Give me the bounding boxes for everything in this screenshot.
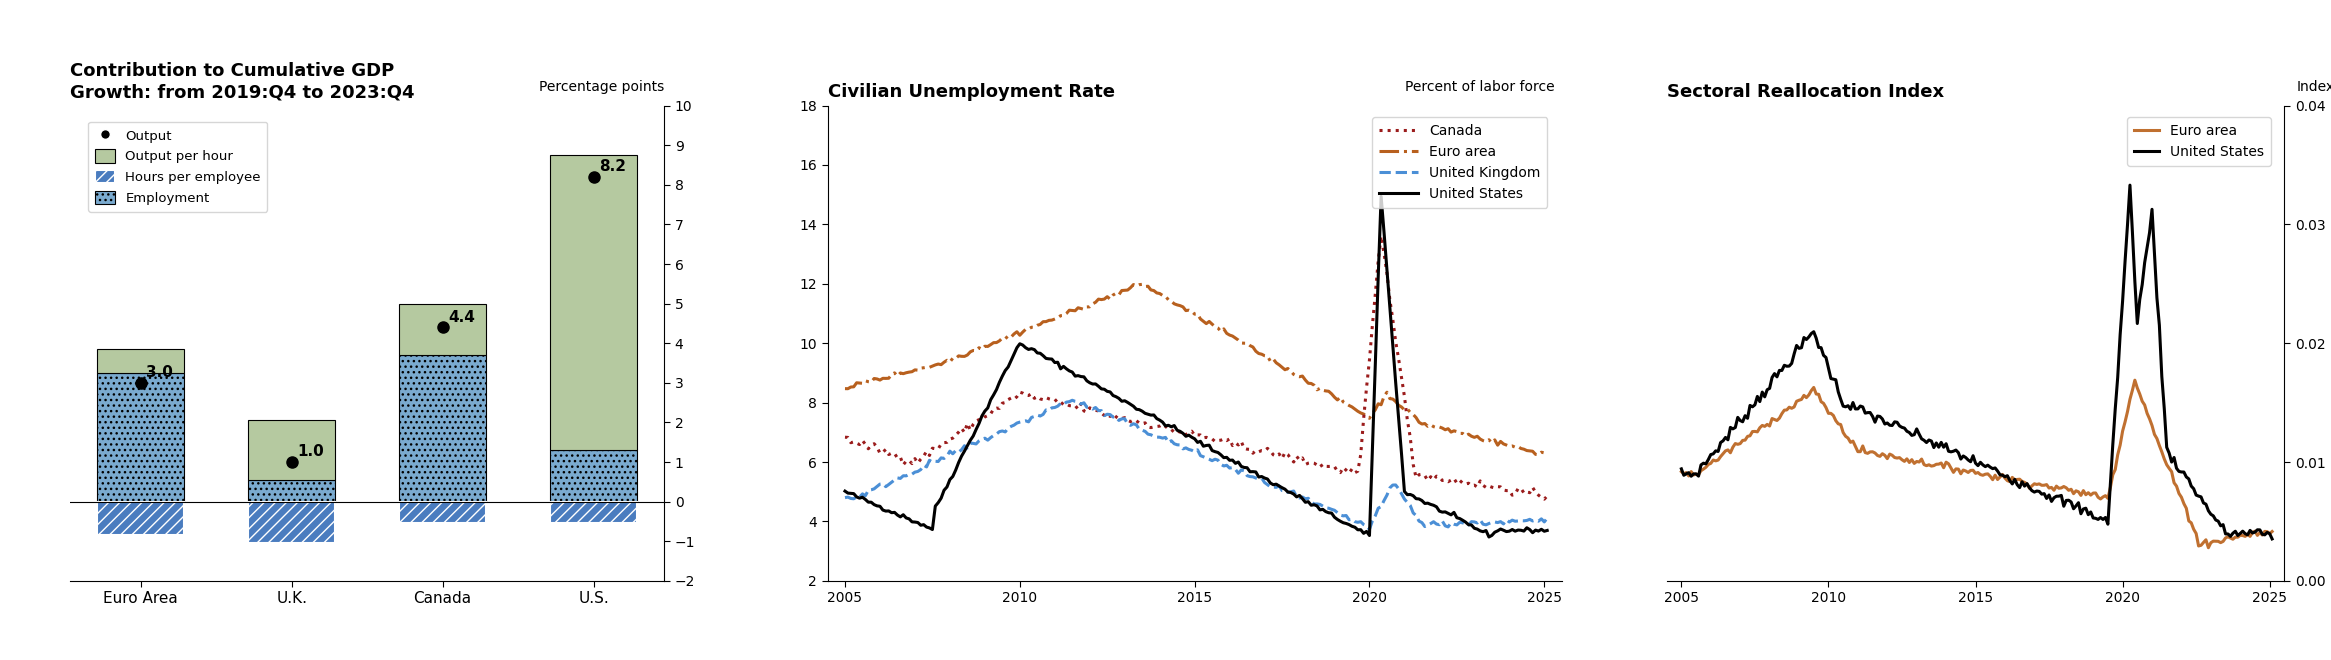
Canada	[1366, 232, 1394, 240]
Euro area	[1981, 471, 2009, 479]
Text: Sectoral Reallocation Index: Sectoral Reallocation Index	[1667, 83, 1944, 101]
United States	[853, 498, 881, 506]
United Kingdom	[832, 494, 860, 502]
Canada	[1534, 492, 1562, 500]
Line: Canada: Canada	[846, 236, 1548, 499]
Text: Contribution to Cumulative GDP
Growth: from 2019:Q4 to 2023:Q4: Contribution to Cumulative GDP Growth: f…	[70, 63, 415, 101]
United States	[1203, 449, 1231, 457]
Legend: Euro area, United States: Euro area, United States	[2128, 117, 2270, 166]
Bar	[98, 349, 184, 373]
Text: Index: Index	[2296, 80, 2331, 94]
Euro area	[2061, 490, 2089, 498]
Text: 8.2: 8.2	[599, 159, 627, 174]
Canada	[853, 445, 881, 453]
Euro area	[1231, 339, 1259, 347]
Euro area	[1524, 451, 1552, 459]
Line: United States: United States	[846, 197, 1548, 537]
United States	[1366, 193, 1394, 201]
United States	[1534, 527, 1562, 535]
Legend: Canada, Euro area, United Kingdom, United States: Canada, Euro area, United Kingdom, Unite…	[1373, 117, 1548, 208]
Euro area	[2193, 544, 2221, 552]
United Kingdom	[1084, 407, 1112, 414]
Bar	[399, 502, 487, 523]
Bar	[399, 304, 487, 355]
United States	[2061, 505, 2089, 513]
Legend: Output, Output per hour, Hours per employee, Employment: Output, Output per hour, Hours per emplo…	[89, 121, 268, 212]
United States	[2000, 475, 2028, 483]
United Kingdom	[853, 486, 881, 494]
Euro area	[1128, 280, 1156, 288]
United States	[1296, 502, 1324, 510]
Canada	[832, 433, 860, 441]
Euro area	[2000, 476, 2028, 484]
Euro area	[1207, 327, 1235, 335]
United Kingdom	[1534, 514, 1562, 522]
United States	[1667, 465, 1695, 473]
United States	[1082, 380, 1110, 388]
United States	[2259, 535, 2287, 543]
Text: 3.0: 3.0	[147, 365, 172, 380]
Euro area	[2259, 527, 2287, 535]
United States	[1688, 461, 1716, 469]
Bar	[98, 502, 184, 535]
Bar	[247, 480, 336, 502]
United States	[832, 487, 860, 495]
Bar	[550, 155, 636, 450]
Text: Percent of labor force: Percent of labor force	[1406, 80, 1555, 94]
United Kingdom	[1058, 396, 1086, 404]
Canada	[1296, 459, 1324, 467]
Line: United States: United States	[1681, 185, 2273, 539]
Canada	[1203, 436, 1231, 444]
Text: 4.4: 4.4	[448, 310, 476, 325]
Euro area	[853, 378, 881, 385]
Bar	[550, 502, 636, 523]
Euro area	[1301, 381, 1329, 389]
Euro area	[832, 385, 860, 393]
Euro area	[1082, 298, 1110, 306]
Text: Percentage points: Percentage points	[538, 80, 664, 94]
United Kingdom	[1354, 525, 1382, 533]
Text: 1.0: 1.0	[298, 444, 324, 459]
United Kingdom	[1207, 461, 1235, 469]
United States	[1196, 441, 1224, 449]
Euro area	[2121, 376, 2149, 384]
United States	[2117, 182, 2145, 189]
United States	[1879, 422, 1907, 430]
Euro area	[1974, 470, 2002, 478]
Canada	[1082, 407, 1110, 414]
United States	[1974, 461, 2002, 469]
Euro area	[1534, 449, 1562, 457]
Bar	[247, 420, 336, 480]
Canada	[1196, 434, 1224, 442]
Canada	[1529, 495, 1557, 503]
Euro area	[1688, 467, 1716, 475]
Euro area	[1667, 468, 1695, 476]
United Kingdom	[1198, 457, 1226, 465]
United Kingdom	[1231, 467, 1259, 475]
Euro area	[1879, 451, 1907, 459]
Bar	[98, 373, 184, 502]
Line: United Kingdom: United Kingdom	[846, 400, 1548, 529]
Line: Euro area: Euro area	[846, 284, 1548, 455]
Bar	[399, 355, 487, 502]
Bar	[247, 502, 336, 543]
United Kingdom	[1301, 500, 1329, 508]
United States	[1226, 463, 1254, 471]
United States	[1476, 533, 1503, 541]
Bar	[550, 450, 636, 502]
Euro area	[1198, 320, 1226, 328]
United States	[1981, 464, 2009, 472]
Canada	[1226, 438, 1254, 446]
Line: Euro area: Euro area	[1681, 380, 2273, 548]
Text: Civilian Unemployment Rate: Civilian Unemployment Rate	[828, 83, 1114, 101]
